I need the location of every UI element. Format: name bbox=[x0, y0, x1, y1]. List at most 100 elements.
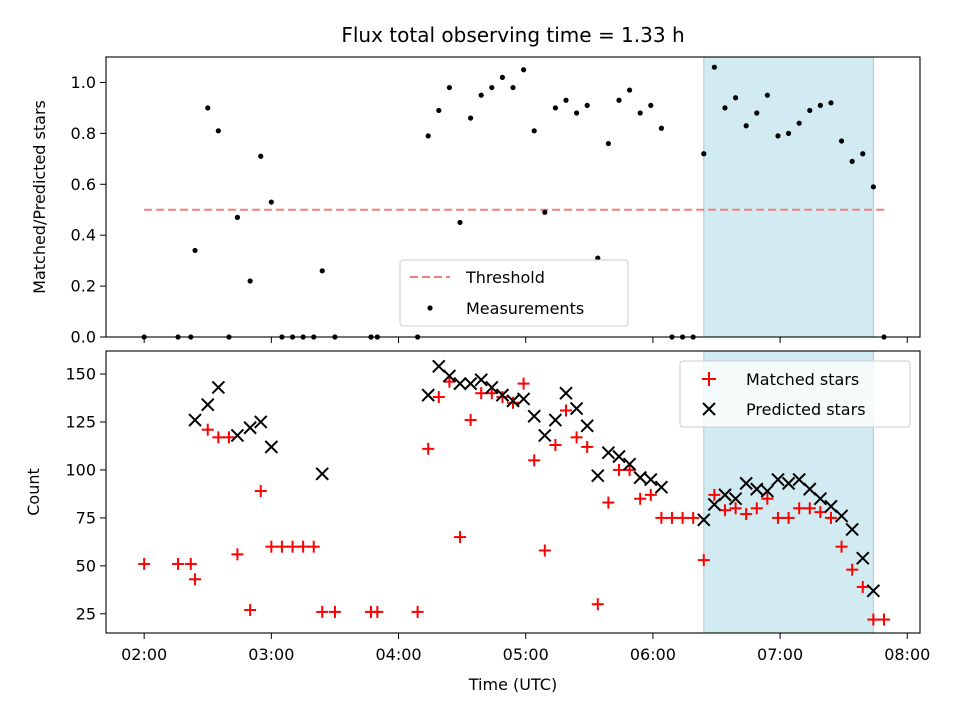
measurement-point bbox=[499, 74, 506, 80]
measurement-point bbox=[754, 110, 760, 116]
matched-stars-point bbox=[528, 454, 541, 467]
measurement-point bbox=[489, 84, 495, 91]
predicted-stars-point bbox=[707, 497, 722, 512]
predicted-stars-point-b bbox=[760, 484, 775, 498]
predicted-stars-point-b bbox=[548, 413, 563, 427]
matched-stars-point bbox=[485, 387, 498, 400]
predicted-stars-point-b bbox=[824, 499, 838, 514]
predicted-stars-point-b bbox=[243, 421, 257, 435]
predicted-stars-point bbox=[495, 388, 510, 402]
matched-stars-point bbox=[275, 540, 288, 553]
matched-stars-point bbox=[286, 540, 299, 553]
bottom-series-0 bbox=[138, 375, 890, 626]
matched-stars-point bbox=[138, 557, 151, 570]
measurement-point bbox=[711, 64, 717, 70]
bottom-y-tick-label: 150 bbox=[65, 365, 96, 384]
predicted-stars-point-b bbox=[442, 369, 457, 383]
top-y-tick-label: 1.0 bbox=[71, 73, 96, 92]
top-y-tick-label: 0.0 bbox=[71, 328, 96, 347]
matched-stars-point bbox=[729, 502, 742, 515]
matched-stars-point bbox=[507, 396, 519, 409]
top-panel: 0.0 0.2 0.4 0.6 0.8 1.0 bbox=[71, 56, 921, 347]
matched-stars-point bbox=[475, 387, 488, 400]
matched-stars-point bbox=[231, 548, 244, 561]
predicted-stars-point bbox=[474, 373, 488, 387]
predicted-stars-point-b bbox=[432, 359, 446, 374]
predicted-stars-point bbox=[622, 457, 637, 471]
top-legend-box bbox=[399, 259, 629, 327]
matched-stars-point bbox=[222, 431, 235, 444]
predicted-stars-point-b bbox=[856, 551, 870, 565]
x-tick-label: 07:00 bbox=[757, 645, 803, 664]
predicted-stars-point-b bbox=[697, 513, 711, 527]
predicted-stars-point bbox=[644, 472, 658, 487]
matched-stars-point bbox=[708, 488, 721, 501]
legend-predicted-swatch bbox=[702, 402, 716, 416]
predicted-stars-point bbox=[792, 472, 806, 487]
measurement-point bbox=[722, 105, 728, 111]
measurement-point bbox=[258, 153, 264, 159]
predicted-stars-point bbox=[813, 492, 828, 506]
matched-stars-point bbox=[803, 502, 816, 515]
measurement-point bbox=[828, 100, 834, 106]
predicted-stars-point-b bbox=[506, 394, 520, 408]
measurement-point bbox=[234, 214, 241, 220]
predicted-stars-point-b bbox=[188, 413, 202, 427]
measurement-point bbox=[616, 97, 622, 103]
predicted-stars-point bbox=[315, 467, 329, 481]
measurement-point bbox=[764, 92, 770, 98]
predicted-stars-point bbox=[824, 499, 838, 514]
matched-stars-point bbox=[307, 540, 320, 553]
measurement-point bbox=[701, 151, 707, 157]
matched-stars-point bbox=[687, 511, 700, 524]
measurement-point bbox=[807, 107, 813, 114]
predicted-stars-point-b bbox=[792, 472, 806, 487]
matched-stars-point bbox=[464, 414, 477, 427]
predicted-stars-point-b bbox=[813, 492, 828, 506]
x-tick-label: 03:00 bbox=[248, 645, 294, 664]
matched-stars-point bbox=[750, 502, 763, 515]
legend-matched-swatch bbox=[702, 372, 716, 386]
predicted-stars-point bbox=[591, 468, 605, 483]
measurement-point bbox=[563, 97, 569, 103]
x-tick-label: 05:00 bbox=[503, 645, 549, 664]
matched-stars-point bbox=[184, 557, 197, 570]
top-y-axis-label: Matched/Predicted stars bbox=[30, 100, 49, 294]
predicted-stars-point bbox=[254, 415, 268, 429]
predicted-stars-point-b bbox=[803, 482, 817, 496]
predicted-stars-point bbox=[421, 388, 435, 402]
bottom-y-axis-label: Count bbox=[24, 468, 43, 516]
matched-stars-point bbox=[761, 492, 774, 505]
predicted-stars-point bbox=[442, 369, 457, 383]
bottom-axes-frame bbox=[105, 350, 921, 634]
matched-stars-point bbox=[665, 511, 678, 524]
matched-stars-point bbox=[265, 540, 278, 553]
predicted-stars-point bbox=[188, 413, 202, 427]
measurement-point bbox=[573, 110, 580, 116]
predicted-stars-point-b bbox=[750, 482, 764, 496]
matched-stars-point bbox=[856, 580, 869, 593]
measurement-point bbox=[595, 255, 601, 261]
matched-stars-point bbox=[824, 511, 837, 524]
predicted-stars-point bbox=[569, 401, 584, 416]
predicted-stars-point-b bbox=[771, 472, 785, 487]
matched-stars-point bbox=[172, 557, 185, 570]
predicted-stars-point-b bbox=[559, 386, 573, 400]
predicted-stars-point bbox=[601, 445, 616, 460]
matched-stars-point bbox=[432, 391, 445, 404]
predicted-stars-point bbox=[834, 509, 849, 523]
predicted-stars-point-b bbox=[845, 522, 859, 537]
matched-stars-point bbox=[244, 603, 257, 616]
matched-stars-point bbox=[740, 508, 753, 521]
measurement-point bbox=[510, 84, 516, 91]
matched-stars-point bbox=[644, 488, 657, 501]
predicted-stars-point bbox=[654, 480, 669, 494]
measurement-point bbox=[849, 158, 855, 164]
predicted-stars-point-b bbox=[591, 468, 605, 483]
measurement-point bbox=[205, 105, 211, 111]
matched-stars-point bbox=[297, 540, 310, 553]
predicted-stars-point bbox=[506, 394, 520, 408]
bottom-legend: Matched stars Predicted stars bbox=[679, 360, 911, 428]
x-tick-label: 06:00 bbox=[630, 645, 676, 664]
bottom-y-tick-label: 50 bbox=[76, 556, 96, 575]
